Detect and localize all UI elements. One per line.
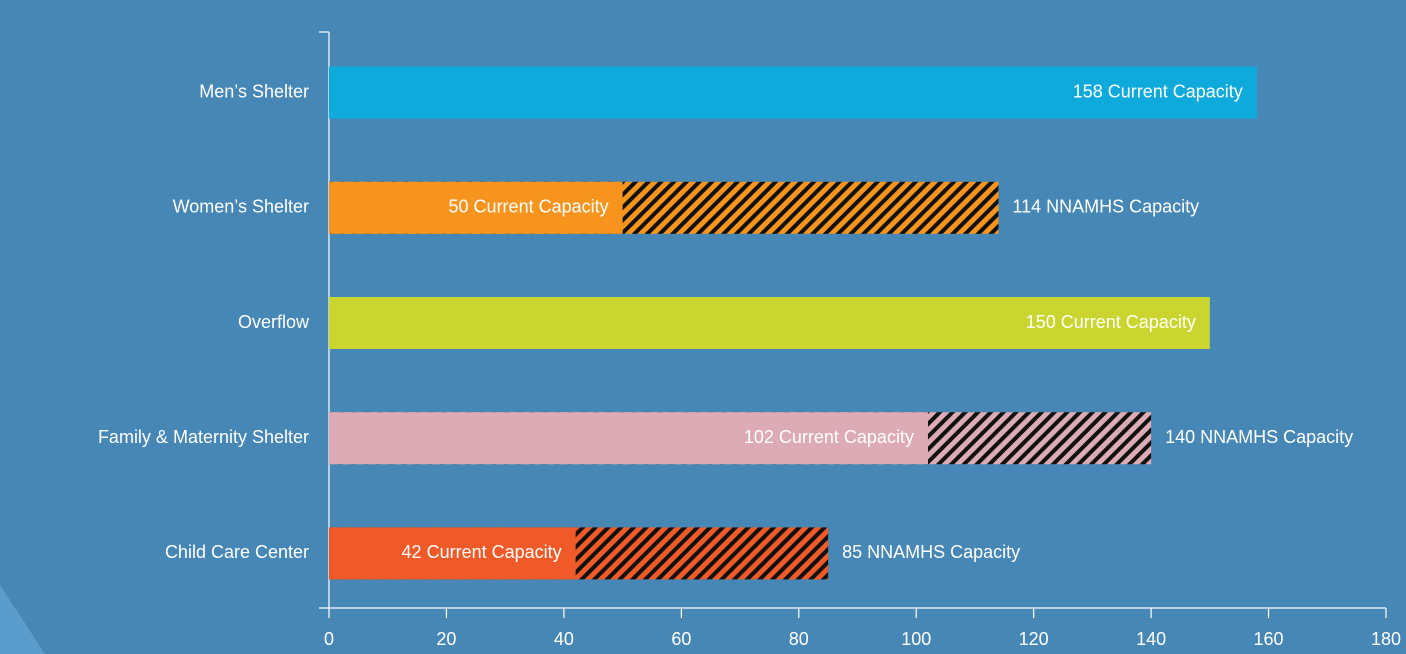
x-tick-label: 100 xyxy=(901,629,931,649)
capacity-bar xyxy=(329,66,1257,119)
capacity-bar xyxy=(329,181,623,234)
data-label: 85 NNAMHS Capacity xyxy=(842,542,1020,562)
x-tick-label: 140 xyxy=(1136,629,1166,649)
x-tick-label: 40 xyxy=(554,629,574,649)
x-tick-label: 60 xyxy=(671,629,691,649)
x-tick-label: 120 xyxy=(1019,629,1049,649)
corner-decoration xyxy=(0,585,45,654)
x-tick-label: 180 xyxy=(1371,629,1401,649)
data-label: 102 Current Capacity xyxy=(744,427,914,447)
data-label: 140 NNAMHS Capacity xyxy=(1165,427,1353,447)
y-tick-label: Overflow xyxy=(238,312,310,332)
capacity-bar xyxy=(329,297,1210,349)
x-tick-label: 20 xyxy=(436,629,456,649)
x-tick-label: 80 xyxy=(789,629,809,649)
data-label: 50 Current Capacity xyxy=(449,197,609,217)
capacity-bar xyxy=(329,527,576,580)
y-tick-label: Family & Maternity Shelter xyxy=(98,427,309,447)
y-tick-label: Child Care Center xyxy=(165,542,309,562)
data-label: 42 Current Capacity xyxy=(402,542,562,562)
y-tick-label: Women’s Shelter xyxy=(173,197,309,217)
data-label: 150 Current Capacity xyxy=(1026,312,1196,332)
data-label: 114 NNAMHS Capacity xyxy=(1012,197,1199,217)
data-label: 158 Current Capacity xyxy=(1073,81,1243,101)
x-tick-label: 0 xyxy=(324,629,334,649)
y-tick-label: Men’s Shelter xyxy=(199,81,309,101)
capacity-bar xyxy=(329,412,928,465)
x-tick-label: 160 xyxy=(1254,629,1284,649)
